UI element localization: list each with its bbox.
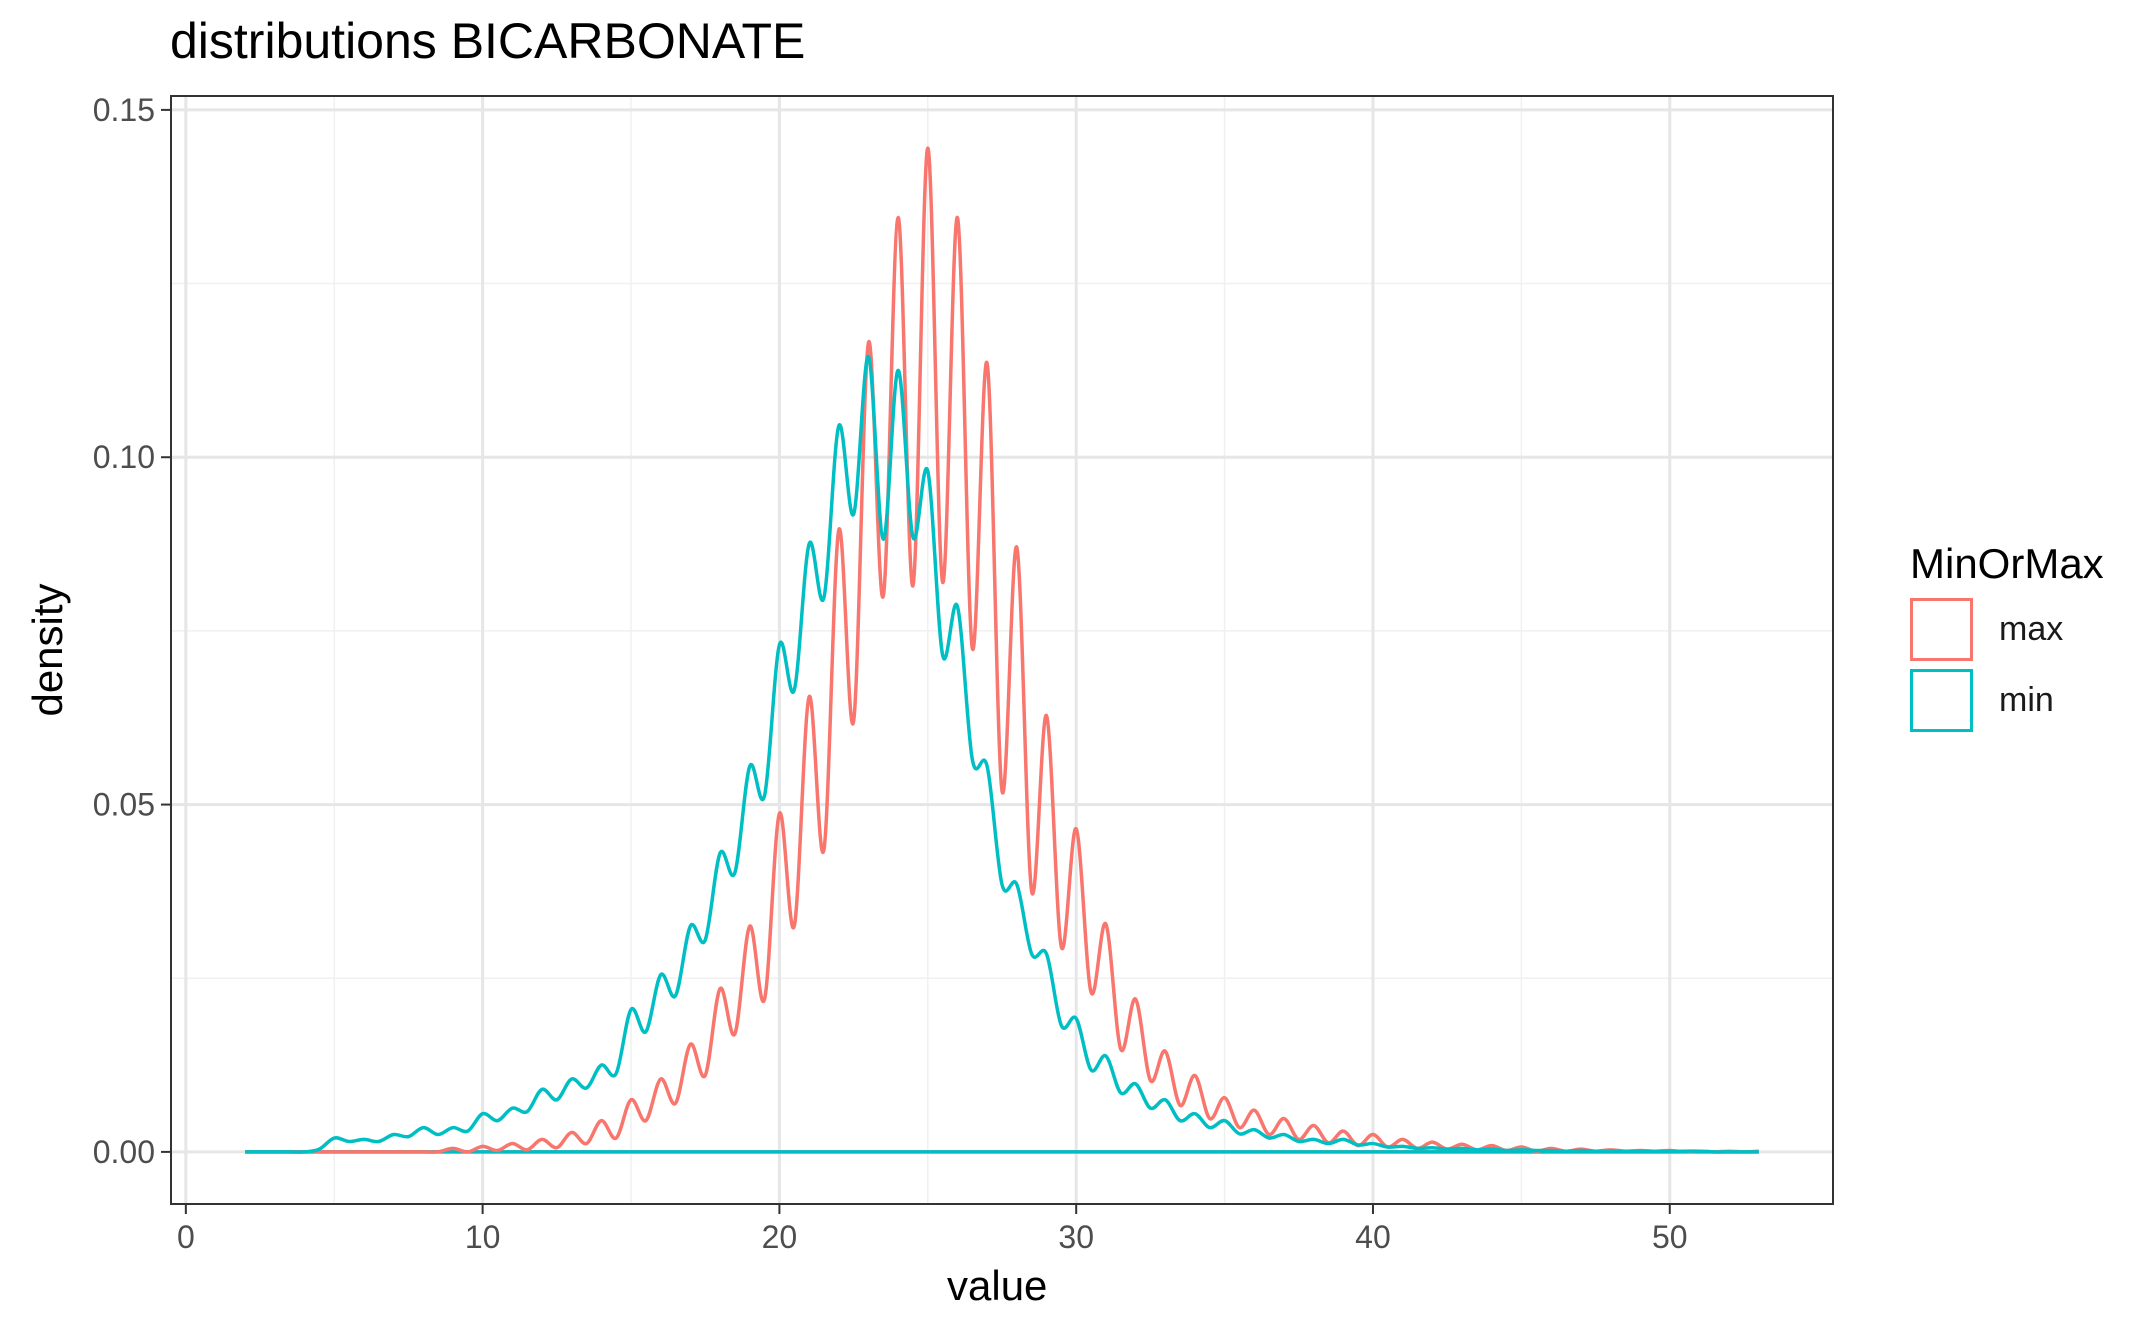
y-axis: 0.00 0.05 0.10 0.15 — [93, 92, 171, 1170]
legend-key-max — [1910, 598, 1973, 661]
panel-border — [170, 95, 1834, 1205]
legend-title: MinOrMax — [1910, 540, 2104, 587]
x-tick-label: 0 — [177, 1219, 195, 1255]
legend-label-min: min — [1999, 681, 2054, 719]
y-tick-label: 0.10 — [93, 439, 155, 475]
legend-item-max: max — [1910, 598, 2104, 661]
x-tick-label: 50 — [1652, 1219, 1688, 1255]
y-tick-label: 0.00 — [93, 1134, 155, 1170]
legend-key-min — [1910, 669, 1973, 732]
major-gridlines — [171, 96, 1833, 1204]
y-axis-title: density — [24, 583, 71, 717]
legend-label-max: max — [1999, 610, 2064, 648]
chart-title: distributions BICARBONATE — [170, 13, 806, 69]
legend: MinOrMax max min — [1910, 540, 2104, 732]
x-tick-label: 20 — [762, 1219, 798, 1255]
y-tick-label: 0.05 — [93, 787, 155, 823]
x-tick-label: 10 — [465, 1219, 501, 1255]
x-axis-title: value — [947, 1262, 1048, 1309]
y-tick-label: 0.15 — [93, 92, 155, 128]
series-line-max — [245, 146, 1759, 1154]
x-tick-label: 30 — [1058, 1219, 1094, 1255]
series-layer — [245, 146, 1759, 1154]
series-line-min — [245, 354, 1759, 1154]
minor-gridlines — [171, 96, 1833, 1204]
x-tick-label: 40 — [1355, 1219, 1391, 1255]
legend-item-min: min — [1910, 669, 2104, 732]
x-axis: 0 10 20 30 40 50 — [177, 1204, 1688, 1255]
